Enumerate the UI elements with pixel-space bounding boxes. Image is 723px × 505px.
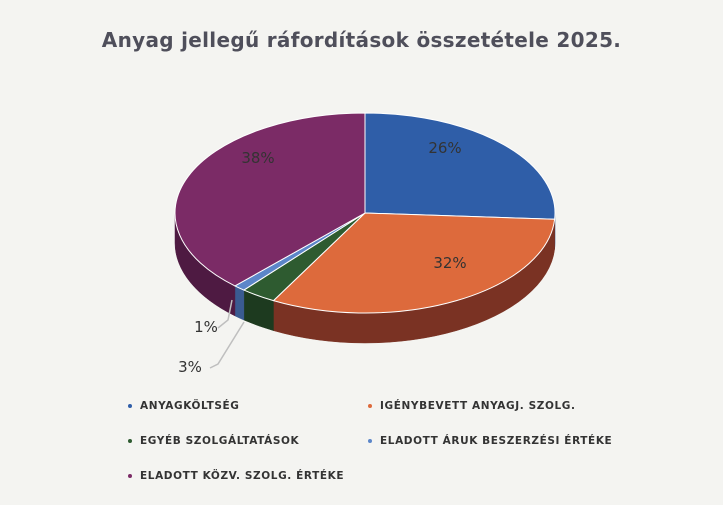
legend-marker bbox=[128, 439, 132, 443]
chart-title: Anyag jellegű ráfordítások összetétele 2… bbox=[101, 28, 622, 52]
data-label-3: 1% bbox=[194, 318, 218, 336]
legend-label: IGÉNYBEVETT ANYAGJ. SZOLG. bbox=[380, 400, 576, 412]
pie-slice-0 bbox=[364, 112, 556, 220]
legend-marker bbox=[368, 439, 372, 443]
data-label-4: 38% bbox=[241, 149, 274, 167]
data-label-0: 26% bbox=[428, 139, 461, 157]
legend-item-eladott-aruk: ELADOTT ÁRUK BESZERZÉSI ÉRTÉKE bbox=[368, 435, 612, 447]
leader-line-1 bbox=[217, 299, 233, 329]
legend-marker bbox=[128, 474, 132, 478]
pie-slice-1 bbox=[272, 212, 556, 314]
legend-marker bbox=[128, 404, 132, 408]
pie-slice-4 bbox=[174, 112, 366, 287]
legend-item-anyagkoltseg: ANYAGKÖLTSÉG bbox=[128, 400, 240, 412]
legend-label: ELADOTT ÁRUK BESZERZÉSI ÉRTÉKE bbox=[380, 435, 613, 447]
data-label-1: 32% bbox=[433, 254, 466, 272]
legend-item-kozv-szolg: ELADOTT KÖZV. SZOLG. ÉRTÉKE bbox=[128, 470, 344, 482]
legend-marker bbox=[368, 404, 372, 408]
legend-item-egyeb: EGYÉB SZOLGÁLTATÁSOK bbox=[128, 435, 299, 447]
legend-label: EGYÉB SZOLGÁLTATÁSOK bbox=[140, 435, 300, 447]
legend-label: ELADOTT KÖZV. SZOLG. ÉRTÉKE bbox=[140, 470, 345, 482]
legend-label: ANYAGKÖLTSÉG bbox=[140, 400, 240, 412]
data-label-2: 3% bbox=[178, 358, 202, 376]
pie-side-walls bbox=[174, 212, 556, 344]
legend-item-igenybevett: IGÉNYBEVETT ANYAGJ. SZOLG. bbox=[368, 400, 576, 412]
leader-line-3 bbox=[209, 321, 245, 369]
pie-side-3 bbox=[234, 285, 245, 321]
